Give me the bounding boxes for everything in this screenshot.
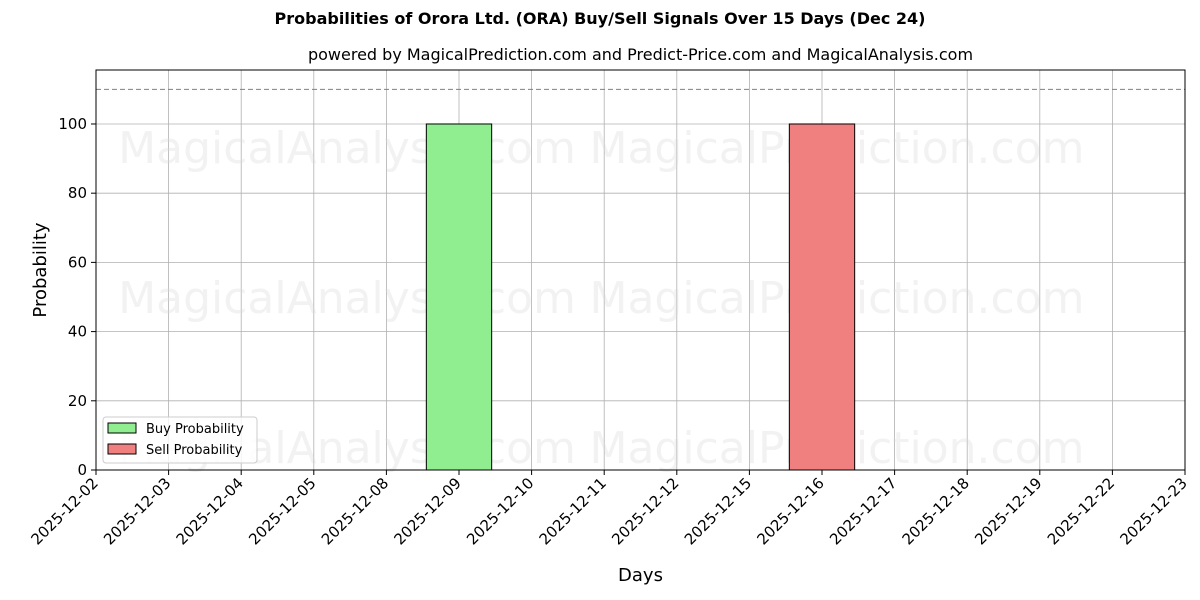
legend-label: Sell Probability [146, 443, 243, 458]
sell-bars [788, 123, 856, 471]
buy-bars [425, 123, 493, 471]
legend-item-buy[interactable]: Buy Probability [107, 422, 244, 437]
y-tick-label: 80 [68, 184, 87, 202]
y-tick-label: 100 [58, 115, 87, 133]
y-tick-label: 40 [68, 323, 87, 341]
x-tick-label: 2025-12-05 [245, 474, 319, 548]
x-tick-label: 2025-12-19 [971, 474, 1045, 548]
x-tick-label: 2025-12-12 [608, 474, 682, 548]
x-tick-label: 2025-12-23 [1116, 474, 1190, 548]
y-axis-label: Probability [30, 222, 51, 317]
x-tick-label: 2025-12-03 [100, 474, 174, 548]
x-tick-label: 2025-12-08 [318, 474, 392, 548]
x-tick-label: 2025-12-15 [681, 474, 755, 548]
y-axis: 0 20 40 60 80 100 [58, 115, 96, 479]
x-tick-label: 2025-12-16 [753, 474, 827, 548]
chart-title: Probabilities of Orora Ltd. (ORA) Buy/Se… [274, 9, 926, 28]
x-tick-label: 2025-12-02 [27, 474, 101, 548]
plot-area [96, 70, 1185, 470]
legend-item-sell[interactable]: Sell Probability [107, 443, 243, 458]
x-axis-label: Days [618, 565, 663, 586]
x-tick-label: 2025-12-22 [1044, 474, 1118, 548]
legend-box [102, 416, 258, 464]
y-tick-label: 20 [68, 392, 87, 410]
y-tick-label: 0 [77, 461, 87, 479]
sell-bar[interactable] [788, 123, 856, 471]
legend-swatch [107, 443, 137, 455]
watermark-text: MagicalAnalysis.com [118, 273, 576, 324]
x-tick-label: 2025-12-17 [826, 474, 900, 548]
x-tick-label: 2025-12-11 [536, 474, 610, 548]
legend-label: Buy Probability [146, 422, 244, 437]
y-tick-label: 60 [68, 253, 87, 271]
x-tick-label: 2025-12-18 [899, 474, 973, 548]
watermark-text: MagicalAnalysis.com [118, 123, 576, 174]
x-tick-label: 2025-12-04 [173, 474, 247, 548]
legend: Buy Probability Sell Probability [102, 416, 258, 464]
x-tick-label: 2025-12-10 [463, 474, 537, 548]
x-axis: 2025-12-022025-12-032025-12-042025-12-05… [27, 470, 1191, 548]
axes-frame [95, 69, 1186, 471]
buy-bar[interactable] [425, 123, 493, 471]
legend-swatch [107, 422, 137, 434]
chart-subtitle: powered by MagicalPrediction.com and Pre… [307, 45, 974, 64]
x-tick-label: 2025-12-09 [390, 474, 464, 548]
